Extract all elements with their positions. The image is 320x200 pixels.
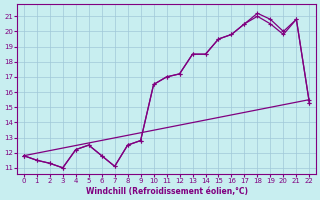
X-axis label: Windchill (Refroidissement éolien,°C): Windchill (Refroidissement éolien,°C) bbox=[85, 187, 248, 196]
